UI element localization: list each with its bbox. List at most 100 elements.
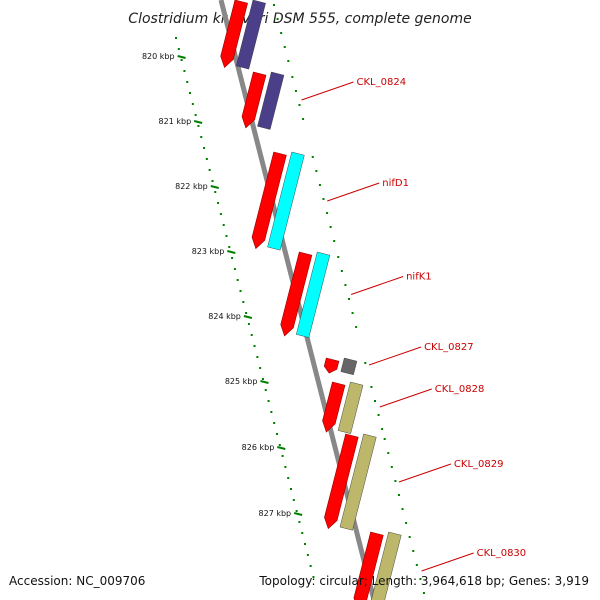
scale-dot (245, 312, 248, 314)
feature-dot (333, 240, 336, 242)
leader-line (421, 552, 474, 572)
feature-dot (276, 18, 279, 20)
scale-tick (193, 120, 203, 124)
cds-feature (323, 357, 358, 376)
cds-feature (241, 71, 285, 130)
scale-dot (287, 477, 290, 479)
cds-arrow (241, 71, 267, 129)
cds-arrow-group (322, 381, 346, 433)
cds-feature (322, 381, 364, 434)
feature-dot (337, 256, 340, 258)
gene-bar-group (267, 151, 305, 251)
feature-dot (405, 522, 408, 524)
feature-dot (302, 118, 305, 120)
scale-dot (309, 565, 312, 567)
scale-dot (284, 466, 287, 468)
gene-bar (369, 531, 402, 600)
scale-dot (253, 345, 256, 347)
cds-arrow (353, 531, 384, 600)
feature-dot (408, 536, 411, 538)
gene-bar (339, 433, 377, 531)
feature-dot (377, 414, 380, 416)
feature-dot (340, 270, 343, 272)
feature-dot (355, 326, 358, 328)
scale-dot (267, 400, 270, 402)
feature-dot (374, 400, 376, 402)
scale-dot (225, 235, 228, 237)
leader-line (301, 81, 354, 101)
gene-label: nifD1 (382, 178, 409, 189)
gene-label: CKL_0828 (435, 384, 485, 395)
feature-dot (311, 156, 314, 158)
gene-bar-group (235, 0, 266, 70)
cds-feature (220, 0, 266, 70)
feature-dot (415, 564, 418, 566)
accession-text: Accession: NC_009706 (9, 574, 145, 588)
feature-dot (364, 362, 367, 364)
gene-label: CKL_0824 (357, 77, 407, 88)
scale-dot (231, 257, 234, 259)
feature-dot (318, 184, 321, 186)
feature-dot (394, 480, 397, 482)
map-title: Clostridium kluyveri DSM 555, complete g… (128, 11, 471, 27)
scale-tick (293, 512, 303, 516)
cds-arrow (324, 433, 359, 530)
gene-bar (340, 357, 358, 376)
scale-dot (197, 125, 200, 127)
gene-bar (257, 71, 285, 130)
scale-tick (243, 315, 253, 319)
scale-dot (247, 323, 250, 325)
cds-arrow-group (251, 151, 287, 250)
scale-dot (208, 169, 211, 171)
scale-dot (242, 301, 245, 303)
scale-tick-label: 823 kbp (192, 247, 225, 256)
scale-tick-label: 826 kbp (242, 443, 275, 452)
feature-dot (412, 550, 415, 552)
gene-bar-group (337, 381, 364, 434)
scale-tick-label: 824 kbp (208, 312, 241, 321)
scale-dot (239, 290, 242, 292)
scale-dot (186, 81, 189, 83)
scale-dot (281, 455, 284, 457)
scale-tick (177, 55, 186, 59)
feature-dot (351, 312, 354, 314)
feature-dot (397, 494, 400, 496)
gene-bar-group (339, 433, 377, 531)
feature-dot (390, 466, 393, 468)
scale-dot (304, 543, 307, 545)
gene-bar (337, 381, 364, 434)
gene-label: CKL_0829 (454, 459, 504, 470)
feature-dot (322, 198, 325, 200)
feature-dot (298, 104, 301, 106)
genome-summary-text: Topology: circular; Length: 3,964,618 bp… (258, 574, 589, 588)
scale-dot (211, 180, 214, 182)
scale-dot (301, 532, 304, 534)
feature-dot (401, 508, 404, 510)
feature-dot (294, 90, 297, 92)
scale-dot (228, 246, 231, 248)
scale-dot (214, 191, 217, 193)
scale-dot (312, 576, 315, 578)
feature-dot (383, 438, 386, 440)
scale-dot (175, 37, 177, 39)
leader-line (327, 182, 380, 202)
gene-label: CKL_0827 (424, 342, 474, 353)
feature-dot (273, 4, 276, 6)
scale-tick-label: 822 kbp (175, 182, 208, 191)
scale-dot (203, 147, 206, 149)
scale-dot (264, 389, 267, 391)
scale-dot (278, 444, 281, 446)
scale-dot (256, 356, 259, 358)
scale-dot (270, 411, 273, 413)
gene-label: CKL_0830 (477, 548, 527, 559)
scale-dot (189, 92, 192, 94)
scale-dot (290, 488, 293, 490)
scale-dot (292, 499, 295, 501)
feature-dot (422, 592, 425, 594)
scale-dot (295, 510, 298, 512)
scale-dot (191, 103, 194, 105)
scale-tick-label: 827 kbp (259, 509, 292, 518)
gene-track (220, 0, 425, 600)
feature-dot (287, 60, 290, 62)
gene-labels: CKL_0824 nifD1 nifK1 CKL_0827 CKL_0828 CKL_08… (301, 77, 527, 572)
